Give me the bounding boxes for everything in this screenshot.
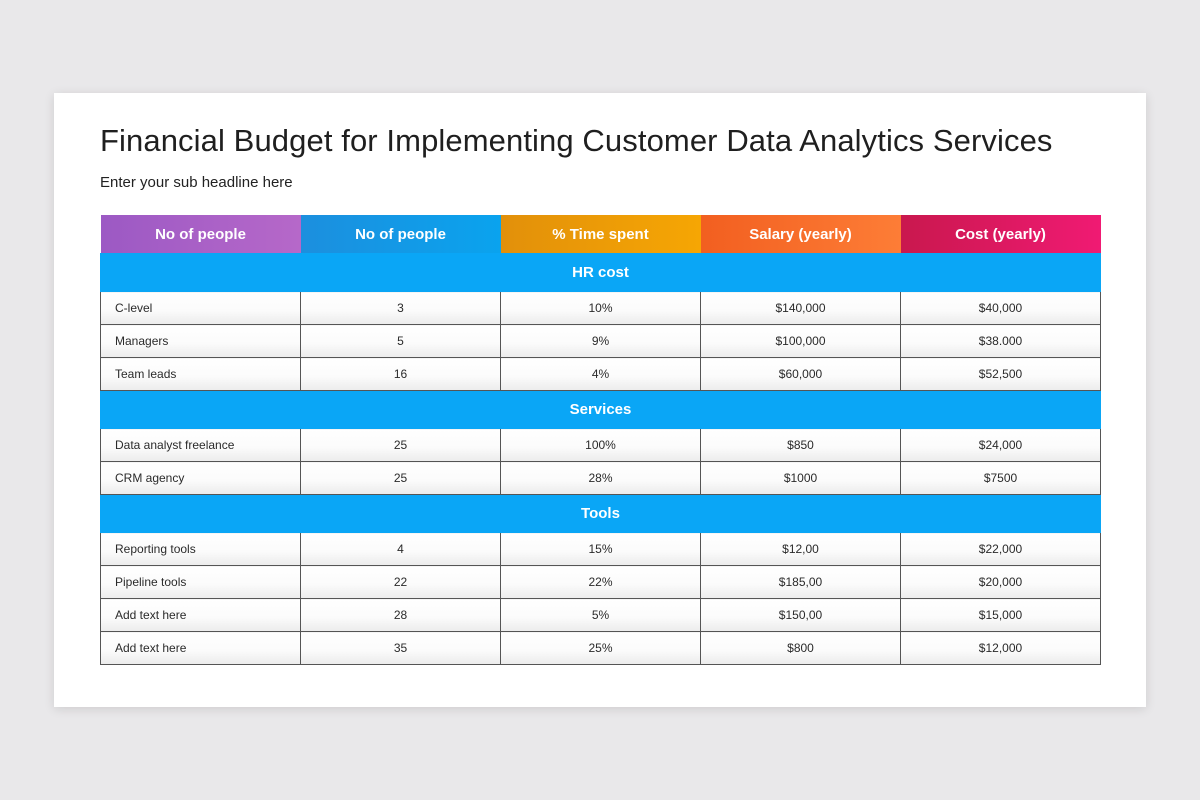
table-cell: 28 xyxy=(300,598,501,632)
table-cell: Data analyst freelance xyxy=(100,428,301,462)
section-row: HR cost xyxy=(100,253,1101,292)
table-cell: $12,000 xyxy=(900,631,1101,665)
table-cell: 4% xyxy=(500,357,701,391)
table-cell: 25% xyxy=(500,631,701,665)
table-cell: 3 xyxy=(300,291,501,325)
column-header: No of people xyxy=(300,215,501,254)
table-row: Add text here 28 5% $150,00 $15,000 xyxy=(100,598,1101,632)
table-cell: 35 xyxy=(300,631,501,665)
budget-table: No of people No of people % Time spent S… xyxy=(100,215,1101,665)
section-row: Services xyxy=(100,390,1101,429)
table-cell: 15% xyxy=(500,532,701,566)
table-row: Team leads 16 4% $60,000 $52,500 xyxy=(100,357,1101,391)
section-title: Tools xyxy=(100,494,1101,533)
table-cell: 10% xyxy=(500,291,701,325)
table-cell: 5% xyxy=(500,598,701,632)
table-cell: $800 xyxy=(700,631,901,665)
table-cell: $850 xyxy=(700,428,901,462)
section-row: Tools xyxy=(100,494,1101,533)
section-title: Services xyxy=(100,390,1101,429)
table-cell: Team leads xyxy=(100,357,301,391)
column-header: Salary (yearly) xyxy=(700,215,901,254)
table-cell: C-level xyxy=(100,291,301,325)
table-cell: $24,000 xyxy=(900,428,1101,462)
table-row: Pipeline tools 22 22% $185,00 $20,000 xyxy=(100,565,1101,599)
table-row: Data analyst freelance 25 100% $850 $24,… xyxy=(100,428,1101,462)
table-cell: 25 xyxy=(300,461,501,495)
table-cell: $40,000 xyxy=(900,291,1101,325)
table-cell: $12,00 xyxy=(700,532,901,566)
table-cell: 5 xyxy=(300,324,501,358)
table-header-row: No of people No of people % Time spent S… xyxy=(100,215,1101,254)
table-cell: 22 xyxy=(300,565,501,599)
table-row: CRM agency 25 28% $1000 $7500 xyxy=(100,461,1101,495)
table-row: Add text here 35 25% $800 $12,000 xyxy=(100,631,1101,665)
table-cell: 25 xyxy=(300,428,501,462)
table-cell: 28% xyxy=(500,461,701,495)
table-cell: $150,00 xyxy=(700,598,901,632)
slide-subtitle: Enter your sub headline here xyxy=(100,174,293,191)
table-cell: $60,000 xyxy=(700,357,901,391)
table-cell: 16 xyxy=(300,357,501,391)
table-cell: 100% xyxy=(500,428,701,462)
table-cell: 22% xyxy=(500,565,701,599)
column-header: No of people xyxy=(100,215,301,254)
table-row: Reporting tools 4 15% $12,00 $22,000 xyxy=(100,532,1101,566)
table-cell: Add text here xyxy=(100,631,301,665)
slide-title: Financial Budget for Implementing Custom… xyxy=(100,123,1053,158)
section-title: HR cost xyxy=(100,253,1101,292)
table-cell: $38.000 xyxy=(900,324,1101,358)
table-cell: Pipeline tools xyxy=(100,565,301,599)
table-cell: $7500 xyxy=(900,461,1101,495)
table-cell: Add text here xyxy=(100,598,301,632)
table-cell: $1000 xyxy=(700,461,901,495)
table-cell: $15,000 xyxy=(900,598,1101,632)
table-cell: $52,500 xyxy=(900,357,1101,391)
table-cell: CRM agency xyxy=(100,461,301,495)
table-cell: $100,000 xyxy=(700,324,901,358)
column-header: % Time spent xyxy=(500,215,701,254)
slide: Financial Budget for Implementing Custom… xyxy=(54,93,1146,707)
table-cell: $22,000 xyxy=(900,532,1101,566)
table-row: Managers 5 9% $100,000 $38.000 xyxy=(100,324,1101,358)
table-cell: 4 xyxy=(300,532,501,566)
table-cell: $20,000 xyxy=(900,565,1101,599)
table-row: C-level 3 10% $140,000 $40,000 xyxy=(100,291,1101,325)
column-header: Cost (yearly) xyxy=(900,215,1101,254)
table-cell: Reporting tools xyxy=(100,532,301,566)
table-cell: $140,000 xyxy=(700,291,901,325)
table-cell: $185,00 xyxy=(700,565,901,599)
table-cell: 9% xyxy=(500,324,701,358)
table-cell: Managers xyxy=(100,324,301,358)
